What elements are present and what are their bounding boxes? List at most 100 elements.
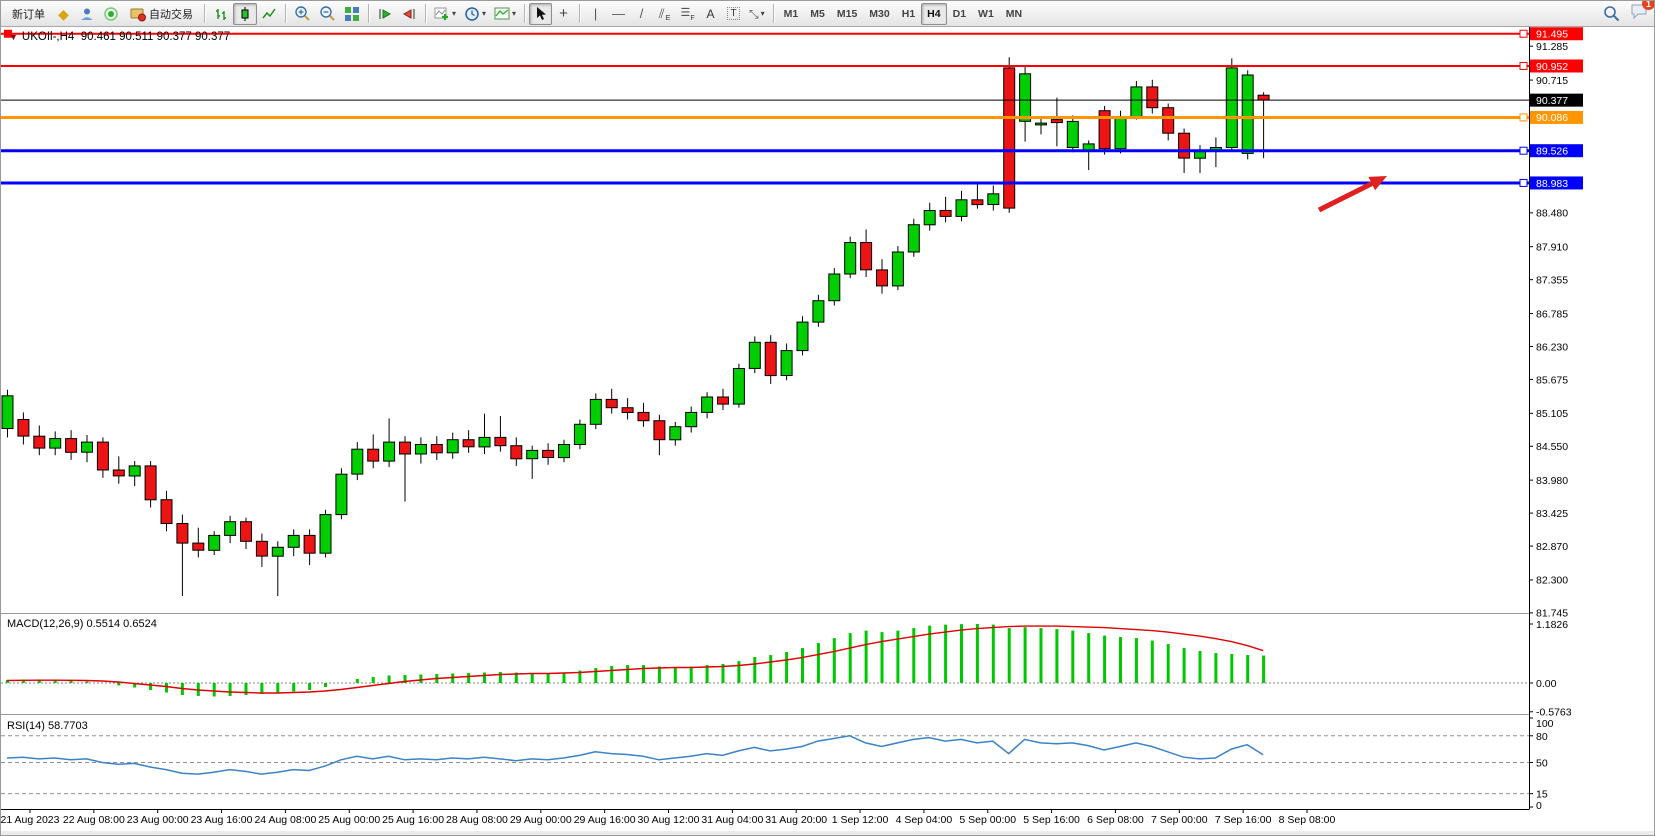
chart-canvas[interactable]: 91.285 90.715 88.480 87.910 87.355 86.785 86.2…: [1, 27, 1655, 836]
trendline-button[interactable]: /: [630, 3, 653, 25]
channel-button[interactable]: ⫽ E: [653, 3, 676, 25]
notification-badge: 1: [1642, 1, 1654, 10]
candle-down: [860, 242, 873, 271]
candle-down: [33, 435, 46, 449]
search-icon[interactable]: [1603, 5, 1620, 22]
notifications-button[interactable]: 1: [1630, 1, 1654, 24]
tab-timeframe-H4[interactable]: H4: [921, 2, 947, 25]
candle-down: [1178, 132, 1191, 159]
price-badge: [1530, 27, 1583, 41]
toolbar-separator: [772, 4, 774, 23]
time-tick-label: 7 Sep 00:00: [1151, 814, 1208, 826]
candle-up: [287, 534, 300, 548]
toolbar-separator: [524, 4, 526, 23]
indicators-icon: [434, 7, 448, 20]
price-badge: [1530, 144, 1583, 158]
price-tick-label: 83.425: [1536, 508, 1568, 520]
time-tick-label: 4 Sep 04:00: [896, 814, 953, 826]
indicators-button[interactable]: ▾: [430, 3, 460, 25]
price-tick-label: 83.980: [1536, 475, 1568, 487]
rsi-label: RSI(14) 58.7703: [7, 720, 88, 732]
price-level-lines[interactable]: [1, 29, 1529, 187]
trend-arrow-annotation[interactable]: [1317, 176, 1387, 213]
crosshair-button[interactable]: +: [552, 3, 575, 25]
autotrading-button[interactable]: 自动交易: [123, 3, 200, 25]
chevron-down-icon: ▾: [482, 9, 487, 18]
candle-down: [1146, 86, 1159, 109]
zoom-in-button[interactable]: [290, 3, 315, 25]
candle-down: [971, 199, 984, 206]
candle-up: [128, 465, 141, 477]
time-tick-label: 23 Aug 00:00: [127, 814, 189, 826]
candle-down: [939, 210, 952, 217]
market-watch-button[interactable]: ◆: [52, 3, 75, 25]
price-tick-label: 82.300: [1536, 575, 1568, 587]
candlestick-chart-button[interactable]: [233, 2, 257, 25]
candle-up: [987, 193, 1000, 206]
candle-up: [1019, 73, 1032, 122]
tile-windows-icon: [345, 6, 359, 21]
vertical-line-button[interactable]: |: [584, 3, 607, 25]
tab-timeframe-M5[interactable]: M5: [810, 7, 825, 20]
price-tick-label: 84.550: [1536, 441, 1568, 453]
tab-timeframe-M15[interactable]: M15: [836, 7, 858, 20]
cursor-button[interactable]: [529, 2, 553, 25]
candle-down: [112, 469, 125, 477]
time-tick-label: 30 Aug 12:00: [638, 814, 700, 826]
new-order-button[interactable]: 新订单: [5, 3, 52, 25]
time-tick-label: 22 Aug 08:00: [63, 814, 125, 826]
tab-timeframe-M30[interactable]: M30: [869, 7, 890, 20]
chart-shift-button[interactable]: [397, 3, 421, 25]
candle-down: [876, 269, 888, 287]
chart-title-ohlc: 90.461 90.511 90.377 90.377: [80, 31, 231, 43]
tab-timeframe-W1[interactable]: W1: [978, 7, 994, 20]
price-badge: [1530, 93, 1583, 107]
chart-window: 91.285 90.715 88.480 87.910 87.355 86.785 86.2…: [1, 27, 1655, 836]
fibonacci-button[interactable]: ☰ F: [676, 3, 699, 25]
auto-scroll-button[interactable]: [373, 3, 397, 25]
trendline-icon: /: [639, 6, 644, 21]
candle-up: [732, 368, 745, 405]
rsi-tick-label: 0: [1536, 800, 1542, 812]
tab-timeframe-MN[interactable]: MN: [1005, 7, 1023, 20]
line-handle: [1519, 113, 1528, 122]
symbol-dropdown-icon[interactable]: ▼: [9, 32, 18, 42]
candle-up: [589, 398, 602, 425]
text-label-icon: T: [727, 7, 740, 20]
chart-shift-icon: [402, 8, 415, 19]
bar-chart-icon: [216, 8, 226, 20]
candle-down: [176, 523, 189, 544]
fibonacci-icon: ☰: [680, 7, 690, 19]
candle-down: [17, 419, 30, 437]
text-button[interactable]: A: [699, 3, 722, 25]
periods-button[interactable]: ▾: [460, 3, 490, 25]
accounts-button[interactable]: [75, 3, 99, 25]
auto-scroll-icon: [379, 8, 392, 19]
candle-down: [430, 444, 443, 454]
templates-button[interactable]: ▾: [490, 3, 520, 25]
time-tick-label: 31 Aug 04:00: [701, 814, 763, 826]
signals-button[interactable]: [99, 3, 123, 25]
horizontal-line-button[interactable]: —: [607, 3, 630, 25]
arrows-icon: ⤡: [749, 6, 759, 21]
text-label-button[interactable]: T: [722, 3, 745, 25]
tile-windows-button[interactable]: [340, 3, 364, 25]
tab-timeframe-H1[interactable]: H1: [901, 7, 916, 20]
price-badge: [1530, 110, 1583, 124]
line-handle: [1519, 178, 1528, 187]
candle-up: [208, 534, 221, 551]
candle-up: [748, 341, 761, 369]
candle-down: [1050, 119, 1063, 124]
zoom-out-button[interactable]: [315, 3, 340, 25]
bar-chart-button[interactable]: [209, 3, 233, 25]
arrows-button[interactable]: ⤡ ▾: [745, 3, 769, 25]
tab-timeframe-M1[interactable]: M1: [783, 7, 799, 20]
vertical-line-icon: |: [593, 6, 598, 21]
chevron-down-icon: ▾: [512, 9, 517, 18]
line-chart-button[interactable]: [257, 3, 281, 25]
candle-down: [255, 540, 268, 557]
candle-up: [844, 242, 857, 275]
time-tick-label: 25 Aug 16:00: [382, 814, 444, 826]
time-tick-label: 1 Sep 12:00: [832, 814, 889, 826]
tab-timeframe-D1[interactable]: D1: [952, 7, 967, 20]
